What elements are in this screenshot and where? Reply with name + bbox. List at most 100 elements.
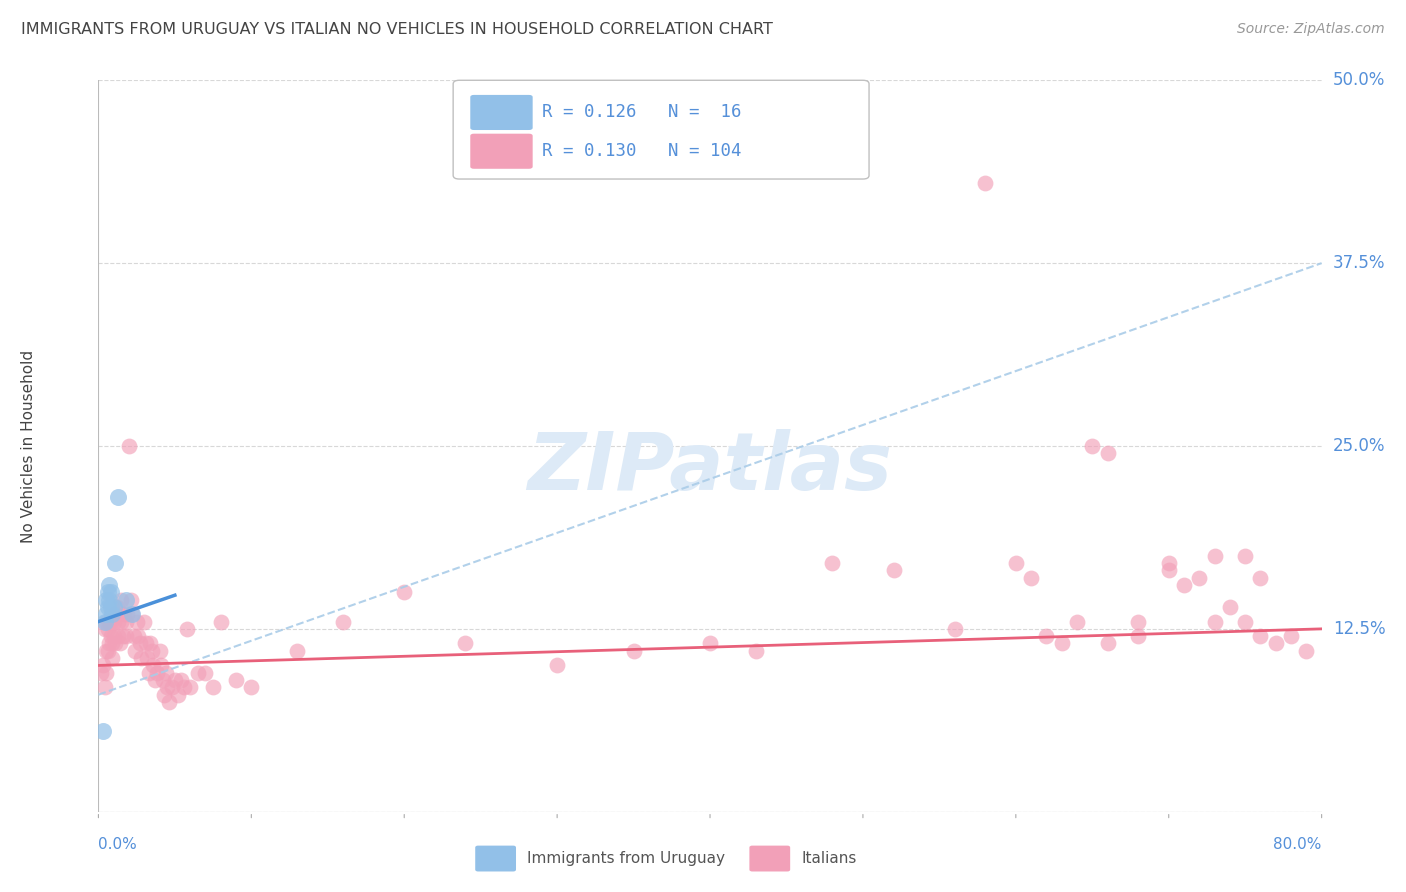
Text: 12.5%: 12.5% xyxy=(1333,620,1385,638)
Text: IMMIGRANTS FROM URUGUAY VS ITALIAN NO VEHICLES IN HOUSEHOLD CORRELATION CHART: IMMIGRANTS FROM URUGUAY VS ITALIAN NO VE… xyxy=(21,22,773,37)
Point xyxy=(135,636,157,650)
Point xyxy=(118,439,141,453)
Point xyxy=(139,636,162,650)
Point xyxy=(1204,615,1226,629)
Point xyxy=(91,658,114,673)
Point xyxy=(1157,556,1180,570)
Point xyxy=(112,607,135,622)
Point xyxy=(699,636,721,650)
Text: 50.0%: 50.0% xyxy=(1333,71,1385,89)
Point xyxy=(91,724,114,739)
Text: No Vehicles in Household: No Vehicles in Household xyxy=(21,350,37,542)
Text: 80.0%: 80.0% xyxy=(1274,837,1322,852)
Point xyxy=(225,673,247,687)
Point xyxy=(90,665,112,680)
Point xyxy=(103,615,125,629)
Text: 37.5%: 37.5% xyxy=(1333,254,1385,272)
Point xyxy=(98,636,121,650)
Text: Italians: Italians xyxy=(801,852,856,866)
Point xyxy=(1173,578,1195,592)
Point xyxy=(93,615,115,629)
Point xyxy=(100,599,122,614)
Point xyxy=(138,665,160,680)
Point xyxy=(121,607,143,622)
Point xyxy=(103,629,125,643)
Point xyxy=(149,644,172,658)
Point xyxy=(1188,571,1211,585)
Point xyxy=(104,607,127,622)
Point xyxy=(167,688,190,702)
Point xyxy=(332,615,354,629)
Point xyxy=(115,615,138,629)
Point xyxy=(136,651,159,665)
Point xyxy=(104,556,127,570)
Point xyxy=(157,695,180,709)
Point xyxy=(104,636,127,650)
Point xyxy=(623,644,645,658)
Point xyxy=(108,636,131,650)
Point xyxy=(285,644,308,658)
Point xyxy=(240,681,263,695)
Point xyxy=(115,629,138,643)
Point xyxy=(93,622,115,636)
Point xyxy=(170,673,193,687)
Point xyxy=(1295,644,1317,658)
Point xyxy=(1204,549,1226,563)
Point xyxy=(98,615,121,629)
Point xyxy=(97,599,120,614)
Text: R = 0.130   N = 104: R = 0.130 N = 104 xyxy=(543,142,742,161)
Point xyxy=(454,636,477,650)
Text: 0.0%: 0.0% xyxy=(98,837,138,852)
Point xyxy=(111,629,134,643)
Text: 25.0%: 25.0% xyxy=(1333,437,1385,455)
Text: Immigrants from Uruguay: Immigrants from Uruguay xyxy=(527,852,725,866)
Point xyxy=(194,665,217,680)
Point xyxy=(1035,629,1057,643)
Point xyxy=(1279,629,1302,643)
Point xyxy=(202,681,225,695)
Point xyxy=(98,592,121,607)
Point xyxy=(98,578,121,592)
Point xyxy=(117,607,139,622)
Point xyxy=(110,615,132,629)
Point xyxy=(1128,615,1150,629)
Point xyxy=(115,592,138,607)
Point xyxy=(120,592,142,607)
Point xyxy=(101,636,124,650)
Point xyxy=(94,615,117,629)
Point xyxy=(94,665,117,680)
Point xyxy=(163,673,186,687)
Text: R = 0.126   N =  16: R = 0.126 N = 16 xyxy=(543,103,742,121)
Point xyxy=(94,644,117,658)
Point xyxy=(1234,549,1257,563)
Point xyxy=(100,615,122,629)
Point xyxy=(128,636,150,650)
Point xyxy=(122,629,145,643)
Point xyxy=(127,629,149,643)
Point xyxy=(156,681,179,695)
Point xyxy=(107,490,129,504)
Point xyxy=(392,585,416,599)
Point xyxy=(97,644,120,658)
Point xyxy=(142,658,165,673)
Point xyxy=(134,615,156,629)
Point xyxy=(546,658,568,673)
Point xyxy=(1050,636,1073,650)
Point xyxy=(173,681,195,695)
Point xyxy=(121,607,143,622)
Point xyxy=(152,673,174,687)
Point xyxy=(745,644,768,658)
Point xyxy=(1128,629,1150,643)
Point xyxy=(124,644,146,658)
Point xyxy=(1264,636,1286,650)
Point xyxy=(1157,563,1180,577)
Point xyxy=(101,607,124,622)
Point xyxy=(105,599,128,614)
Point xyxy=(110,592,132,607)
Text: ZIPatlas: ZIPatlas xyxy=(527,429,893,507)
Point xyxy=(129,651,152,665)
Text: Source: ZipAtlas.com: Source: ZipAtlas.com xyxy=(1237,22,1385,37)
Point xyxy=(160,681,183,695)
Point xyxy=(1066,615,1088,629)
Point xyxy=(153,688,176,702)
